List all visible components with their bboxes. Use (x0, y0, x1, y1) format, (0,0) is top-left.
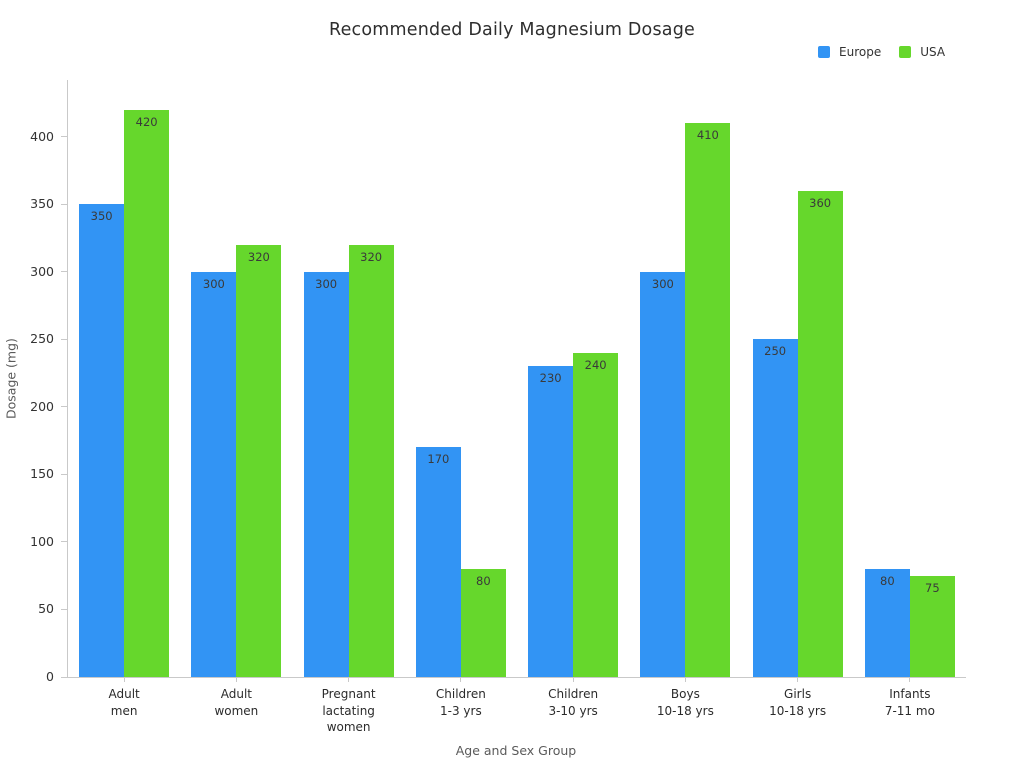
legend-swatch-europe (818, 46, 830, 58)
bar-europe (640, 271, 686, 677)
y-axis-tick-label: 0 (46, 669, 54, 684)
x-category-label-line: 7-11 mo (884, 703, 935, 718)
y-axis-tick (61, 406, 67, 408)
x-category-label: Adult women (180, 686, 292, 719)
y-axis-tick (61, 473, 67, 475)
y-axis-tick (61, 271, 67, 273)
x-axis-title: Age and Sex Group (455, 743, 577, 758)
x-axis-tick (797, 677, 799, 682)
bar-europe (415, 447, 461, 677)
y-axis-title: Dosage (mg) (3, 338, 19, 419)
bar-europe (79, 204, 125, 677)
x-category-label-line: 10-18 yrs (769, 703, 827, 718)
y-axis-tick (61, 676, 67, 678)
x-category-label: Children 1-3 yrs (405, 686, 517, 719)
x-axis-tick (909, 677, 911, 682)
legend: Europe USA (818, 45, 945, 59)
y-axis-tick (61, 136, 67, 138)
x-category-label-line: women (326, 720, 371, 734)
y-axis-tick (61, 608, 67, 610)
bar-usa (124, 109, 170, 677)
y-axis-tick-label: 400 (30, 128, 54, 144)
x-category-label-line: Adult (220, 687, 252, 701)
x-category-label-line: Boys (670, 687, 700, 701)
x-category-label-line: Adult (108, 687, 140, 701)
y-axis-tick (61, 541, 67, 543)
x-category-label: Boys 10-18 yrs (629, 686, 741, 719)
legend-item-europe[interactable]: Europe (818, 45, 881, 59)
y-axis-tick-label: 250 (30, 331, 54, 347)
x-category-label: Girls 10-18 yrs (742, 686, 854, 719)
bar-usa (460, 568, 506, 677)
legend-label-europe: Europe (839, 45, 882, 59)
bar-europe (864, 568, 910, 677)
x-axis-tick (348, 677, 350, 682)
bar-usa (685, 123, 731, 677)
x-category-label-line: women (214, 703, 259, 718)
chart-title: Recommended Daily Magnesium Dosage (329, 20, 695, 40)
y-axis-tick-label: 50 (38, 601, 54, 617)
y-axis-tick-label: 200 (30, 398, 54, 414)
x-category-label-line: men (110, 703, 138, 718)
x-category-label-line: 3-10 yrs (548, 703, 598, 718)
y-axis-tick-label: 350 (30, 196, 54, 212)
x-axis-tick (235, 677, 237, 682)
bar-usa (909, 575, 955, 677)
x-category-label: Pregnant lactating women (293, 686, 405, 736)
x-axis-tick (572, 677, 574, 682)
x-category-label-line: Infants (889, 687, 931, 701)
x-category-label-line: Children (548, 687, 599, 701)
x-category-label: Adult men (68, 686, 180, 719)
x-axis-tick (123, 677, 125, 682)
x-category-label-line: 10-18 yrs (656, 703, 714, 718)
bar-europe (303, 271, 349, 677)
bar-usa (348, 244, 394, 677)
x-axis-tick (460, 677, 462, 682)
bar-europe (752, 339, 798, 677)
bar-usa (236, 244, 282, 677)
legend-swatch-usa (899, 46, 912, 58)
bar-europe (191, 271, 237, 677)
x-axis-tick (684, 677, 686, 682)
bar-usa (573, 352, 619, 677)
y-axis-tick (61, 203, 67, 205)
x-category-label: Infants 7-11 mo (854, 686, 966, 719)
x-category-label: Children 3-10 yrs (517, 686, 629, 719)
legend-item-usa[interactable]: USA (899, 45, 945, 59)
y-axis-tick-label: 300 (30, 263, 54, 279)
plot-area: 0 50 100 150 200 250 300 350 400 350 420 Adult men 30… (30, 80, 966, 734)
x-category-label-line: Girls (784, 687, 812, 701)
x-category-label-line: Pregnant (321, 687, 376, 701)
x-category-label-line: 1-3 yrs (440, 703, 482, 718)
y-axis-tick-label: 100 (30, 533, 54, 549)
x-category-label-line: Children (435, 687, 486, 701)
y-axis-tick (61, 338, 67, 340)
bar-europe (528, 366, 574, 677)
y-axis-tick-label: 150 (30, 466, 54, 482)
bar-usa (797, 190, 843, 677)
legend-label-usa: USA (920, 45, 946, 59)
x-category-label-line: lactating (322, 703, 375, 718)
